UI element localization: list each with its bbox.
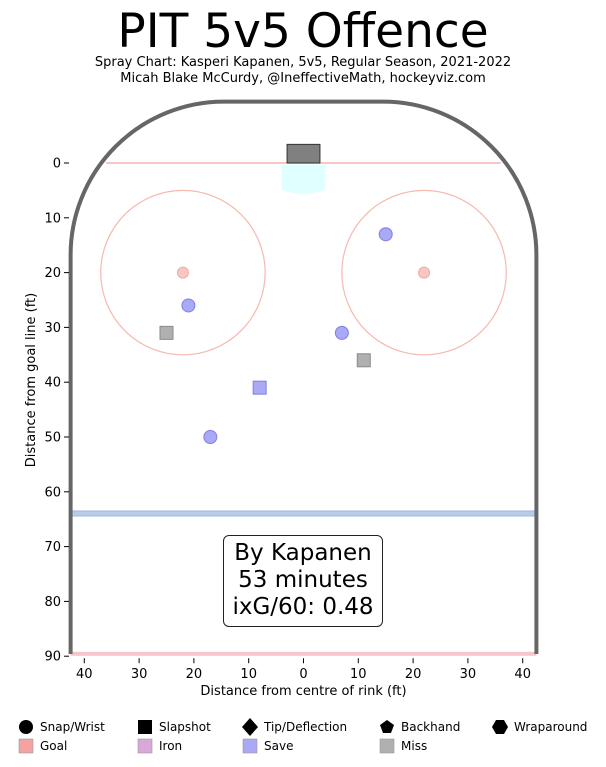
legend-shape-snap-wrist: Snap/Wrist xyxy=(18,718,105,736)
shot-mark xyxy=(356,353,371,368)
swatch-icon xyxy=(379,738,395,754)
x-tick-label: 30 xyxy=(131,667,148,682)
legend-label: Snap/Wrist xyxy=(40,720,105,734)
chart-subtitle: Spray Chart: Kasperi Kapanen, 5v5, Regul… xyxy=(94,55,512,70)
legend-label: Save xyxy=(264,739,294,753)
legend-shape-slapshot: Slapshot xyxy=(137,718,211,736)
x-tick-label: 10 xyxy=(350,667,367,682)
player-summary-box: By Kapanen 53 minutes ixG/60: 0.48 xyxy=(223,535,383,627)
x-tick-label: 10 xyxy=(240,667,257,682)
faceoff-dot-left xyxy=(176,266,189,279)
swatch-icon xyxy=(242,738,258,754)
shot-mark xyxy=(252,380,267,395)
rink-layer xyxy=(68,99,539,656)
legend-outcome-save: Save xyxy=(242,737,293,755)
pentagon-icon xyxy=(380,720,394,733)
center-red-line xyxy=(70,651,537,656)
circle-icon xyxy=(19,720,33,734)
summary-player: By Kapanen xyxy=(234,540,372,566)
y-tick-label: 40 xyxy=(44,376,61,391)
goal-crease xyxy=(281,164,326,195)
faceoff-circle-right xyxy=(341,189,507,356)
shot-mark xyxy=(378,227,393,242)
legend-label: Backhand xyxy=(401,720,461,734)
shot-marks xyxy=(159,227,393,444)
y-tick-label: 20 xyxy=(44,266,61,281)
legend-label: Wraparound xyxy=(514,720,588,734)
legend: Snap/Wrist Slapshot Tip/Deflection Backhand… xyxy=(0,718,606,758)
legend-label: Slapshot xyxy=(159,720,211,734)
x-tick-label: 30 xyxy=(460,667,477,682)
faceoff-dot-right xyxy=(418,266,431,279)
goal-net xyxy=(286,143,321,164)
legend-label: Goal xyxy=(40,739,68,753)
chart-credit: Micah Blake McCurdy, @IneffectiveMath, h… xyxy=(120,71,486,86)
shot-mark xyxy=(181,298,196,313)
legend-shape-wraparound: Wraparound xyxy=(492,718,587,736)
x-tick-label: 20 xyxy=(186,667,203,682)
blue-line xyxy=(70,510,537,517)
spray-chart: 40 30 20 10 0 10 20 30 40 0 10 20 30 40 50 60 70 80 90 Dist… xyxy=(24,99,539,700)
y-tick-label: 70 xyxy=(44,540,61,555)
x-axis-label: Distance from centre of rink (ft) xyxy=(200,684,406,699)
x-tick-label: 20 xyxy=(405,667,422,682)
shot-mark xyxy=(334,325,349,340)
legend-label: Iron xyxy=(159,739,183,753)
shot-mark xyxy=(159,325,174,340)
legend-outcome-iron: Iron xyxy=(137,737,182,755)
faceoff-circle-left xyxy=(100,189,266,356)
y-tick-label: 0 xyxy=(53,157,61,172)
diamond-icon xyxy=(242,718,258,736)
y-tick-label: 50 xyxy=(44,431,61,446)
swatch-icon xyxy=(137,738,153,754)
chart-title: PIT 5v5 Offence xyxy=(117,4,489,59)
y-tick-label: 90 xyxy=(44,650,61,665)
summary-ixg: ixG/60: 0.48 xyxy=(232,594,374,620)
x-tick-label: 40 xyxy=(514,667,531,682)
y-tick-label: 80 xyxy=(44,595,61,610)
y-tick-label: 10 xyxy=(44,211,61,226)
legend-outcome-miss: Miss xyxy=(379,737,427,755)
rink-boards xyxy=(68,99,539,655)
x-tick-label: 40 xyxy=(76,667,93,682)
swatch-icon xyxy=(18,738,34,754)
legend-shape-backhand: Backhand xyxy=(379,718,460,736)
legend-label: Tip/Deflection xyxy=(264,720,348,734)
x-tick-label: 0 xyxy=(299,667,307,682)
legend-outcome-goal: Goal xyxy=(18,737,67,755)
square-icon xyxy=(138,720,152,734)
y-tick-label: 30 xyxy=(44,321,61,336)
legend-shape-tip-deflection: Tip/Deflection xyxy=(242,718,347,736)
hexagon-icon xyxy=(492,720,508,734)
summary-minutes: 53 minutes xyxy=(238,567,368,593)
legend-label: Miss xyxy=(401,739,428,753)
axes-layer: 40 30 20 10 0 10 20 30 40 0 10 20 30 40 50 60 70 80 90 Dist… xyxy=(24,157,531,700)
y-axis-label: Distance from goal line (ft) xyxy=(24,293,39,467)
shot-mark xyxy=(203,430,218,444)
y-tick-label: 60 xyxy=(44,485,61,500)
